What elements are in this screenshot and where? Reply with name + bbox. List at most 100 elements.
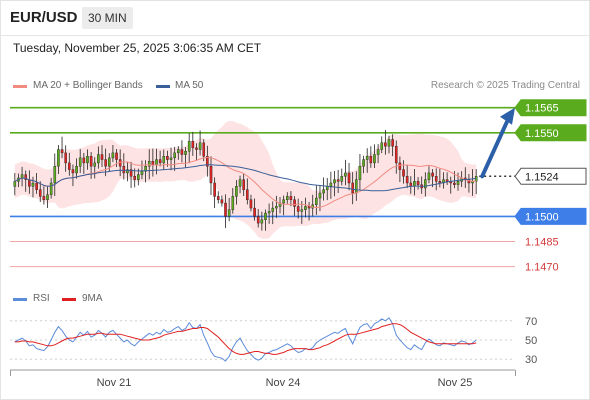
candle-body [235, 186, 238, 197]
candle [129, 161, 133, 189]
candle-body [202, 142, 206, 157]
candle-body [344, 172, 347, 177]
ma9-legend-label: 9MA [82, 293, 103, 304]
candle-body [315, 197, 318, 205]
candle [187, 133, 191, 164]
candle [416, 177, 420, 190]
candle-body [271, 207, 275, 212]
ma9-swatch [62, 298, 76, 301]
candle-body [104, 159, 107, 167]
candle [122, 153, 126, 180]
source-credit: Research © 2025 Trading Central [430, 80, 580, 91]
rsi-tick-70: 70 [525, 316, 537, 328]
candle [264, 209, 267, 231]
candle-body [216, 196, 220, 200]
candle-body [362, 159, 365, 167]
candle [387, 135, 391, 154]
candle-body [97, 154, 100, 164]
candle-body [358, 166, 362, 180]
candle-body [169, 157, 173, 160]
candle-body [111, 152, 115, 159]
level-labels-layer: 1.1565 1.1550 1.1524 1.1500 1.1485 1.1470 [514, 99, 587, 274]
rsi-tick-50: 50 [525, 335, 537, 347]
candle [133, 168, 136, 188]
candle-body [209, 166, 213, 184]
candle-body [57, 149, 60, 167]
candle-body [166, 156, 169, 160]
candle [351, 172, 354, 205]
level-text-1.1500: 1.1500 [525, 211, 559, 223]
candle [391, 134, 394, 157]
candle-body [64, 152, 67, 164]
candle-body [187, 140, 191, 152]
candle-body [453, 182, 456, 185]
candle [195, 143, 198, 161]
candle [198, 130, 202, 156]
candle [49, 177, 53, 199]
x-tick-label: Nov 21 [97, 377, 132, 389]
level-label-1.1524: 1.1524 [514, 167, 587, 185]
candle-body [434, 176, 438, 182]
candle [289, 191, 293, 207]
candle [296, 198, 300, 219]
candle [68, 152, 71, 176]
candle-body [68, 162, 71, 170]
rsi-panel: 70 50 30 [10, 316, 537, 366]
candle-body [300, 209, 304, 212]
candle-body [75, 166, 78, 174]
candle-body [129, 169, 133, 177]
level-text-1.1524: 1.1524 [525, 171, 559, 183]
level-tag-1.1550 [514, 124, 587, 142]
candle-body [394, 145, 398, 164]
candle [380, 136, 384, 154]
candle-body [285, 196, 289, 200]
candle-body [151, 161, 155, 165]
candle [424, 172, 427, 197]
ma50-legend-label: MA 50 [175, 80, 204, 91]
ma20-legend-label: MA 20 + Bollinger Bands [33, 80, 143, 91]
candle-body [173, 152, 176, 159]
candle-body [140, 171, 144, 175]
candle [38, 181, 42, 203]
candle [293, 196, 296, 216]
candle [285, 192, 289, 204]
candle-body [304, 206, 307, 210]
candle-body [206, 156, 209, 167]
candle [93, 157, 97, 179]
candle [431, 168, 434, 188]
candle [209, 156, 213, 196]
candle [162, 149, 166, 170]
candle-body [191, 140, 195, 149]
candle [86, 149, 89, 170]
candle-body [456, 181, 460, 185]
candle [369, 146, 373, 168]
candle [333, 170, 336, 197]
candle [126, 161, 129, 182]
candle-body [373, 154, 376, 164]
x-tick-label: Nov 25 [438, 377, 473, 389]
candle-body [333, 179, 336, 184]
candle-body [227, 209, 231, 217]
candle-body [296, 206, 300, 212]
candle-body [256, 216, 260, 224]
candle [315, 185, 318, 215]
candle-body [246, 189, 249, 200]
forecast-arrow-head [500, 107, 515, 125]
candle [158, 150, 162, 167]
candle [107, 153, 111, 172]
candle-body [431, 172, 434, 177]
candle-body [28, 179, 31, 187]
rsi-ma9-line [14, 323, 477, 355]
forecast-layer [480, 107, 515, 179]
timeframe-button[interactable]: 30 MIN [82, 7, 133, 29]
candle-body [220, 199, 224, 204]
candle-body [198, 142, 202, 150]
candle-body [89, 156, 93, 167]
candle [402, 160, 405, 184]
candle [231, 188, 235, 214]
ma20-swatch [13, 85, 27, 88]
chart-header: EUR/USD 30 MIN [0, 0, 590, 36]
candle-body [264, 212, 267, 220]
candle-body [184, 150, 187, 155]
